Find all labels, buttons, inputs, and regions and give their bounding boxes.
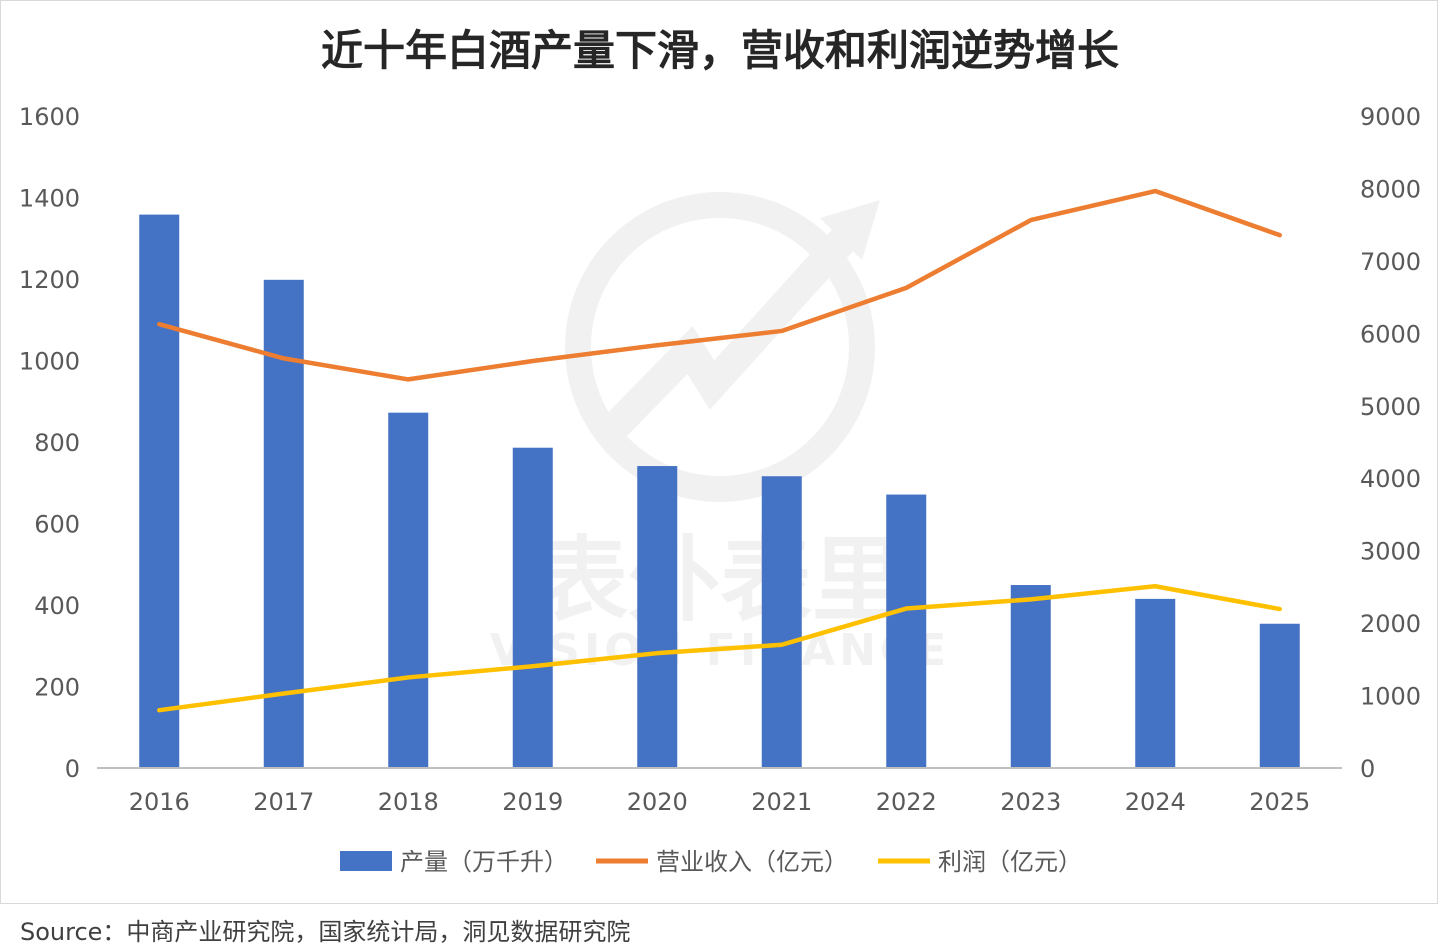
x-tick-label: 2021 — [751, 788, 812, 816]
bar-2021 — [761, 476, 802, 768]
left-tick-label: 1600 — [19, 103, 80, 131]
bar-2023 — [1010, 585, 1051, 768]
left-tick-label: 800 — [34, 429, 80, 457]
left-tick-label: 400 — [34, 592, 80, 620]
x-axis-ticks: 2016 2017 2018 2019 2020 2021 2022 2023 2024 2025 — [129, 788, 1311, 816]
x-tick-label: 2019 — [502, 788, 563, 816]
chart-title: 近十年白酒产量下滑，营收和利润逆势增长 — [321, 26, 1119, 75]
watermark-arrow — [601, 219, 864, 441]
x-tick-label: 2016 — [129, 788, 190, 816]
right-tick-label: 4000 — [1360, 465, 1421, 493]
watermark-arrowhead — [820, 200, 880, 260]
bar-series — [139, 214, 1300, 769]
x-tick-label: 2018 — [378, 788, 439, 816]
legend-label-3: 利润（亿元） — [938, 848, 1082, 876]
bar-2016 — [139, 214, 180, 769]
left-tick-label: 600 — [34, 511, 80, 539]
legend-label-2: 营业收入（亿元） — [656, 848, 848, 876]
watermark-logo: 表外表里 VISION FINANCE — [490, 192, 946, 676]
bar-2018 — [388, 412, 429, 768]
legend-label-1: 产量（万千升） — [400, 848, 568, 876]
watermark-ring — [565, 192, 875, 502]
right-axis-ticks: 0 1000 2000 3000 4000 5000 6000 7000 8000 9000 — [1360, 103, 1421, 783]
right-tick-label: 0 — [1360, 755, 1375, 783]
right-tick-label: 1000 — [1360, 683, 1421, 711]
left-tick-label: 1400 — [19, 185, 80, 213]
right-tick-label: 3000 — [1360, 538, 1421, 566]
watermark-cn: 表外表里 — [536, 527, 904, 634]
x-tick-label: 2022 — [876, 788, 937, 816]
source-note: Source：中商产业研究院，国家统计局，洞见数据研究院 — [20, 918, 631, 946]
left-tick-label: 1000 — [19, 348, 80, 376]
chart-frame — [0, 0, 1438, 904]
right-tick-label: 9000 — [1360, 103, 1421, 131]
right-tick-label: 6000 — [1360, 320, 1421, 348]
right-tick-label: 2000 — [1360, 610, 1421, 638]
right-tick-label: 8000 — [1360, 175, 1421, 203]
line-series-2 — [157, 583, 1282, 713]
bar-2020 — [637, 466, 678, 768]
legend-swatch-bar — [340, 851, 392, 871]
bar-2022 — [886, 494, 927, 768]
line-series — [157, 188, 1282, 713]
right-tick-label: 5000 — [1360, 393, 1421, 421]
x-tick-label: 2024 — [1125, 788, 1186, 816]
x-tick-label: 2025 — [1249, 788, 1310, 816]
right-tick-label: 7000 — [1360, 248, 1421, 276]
x-tick-label: 2020 — [627, 788, 688, 816]
bar-2019 — [512, 447, 553, 768]
chart-canvas: 表外表里 VISION FINANCE 近十年白酒产量下滑，营收和利润逆势增长 … — [19, 26, 1421, 876]
bar-2024 — [1135, 598, 1176, 768]
x-tick-label: 2023 — [1000, 788, 1061, 816]
left-axis-ticks: 0 200 400 600 800 1000 1200 1400 1600 — [19, 103, 80, 783]
legend: 产量（万千升） 营业收入（亿元） 利润（亿元） — [340, 848, 1082, 876]
line-series-1 — [157, 188, 1282, 382]
left-tick-label: 0 — [65, 755, 80, 783]
left-tick-label: 200 — [34, 674, 80, 702]
x-tick-label: 2017 — [253, 788, 314, 816]
bar-2025 — [1259, 623, 1300, 768]
left-tick-label: 1200 — [19, 266, 80, 294]
